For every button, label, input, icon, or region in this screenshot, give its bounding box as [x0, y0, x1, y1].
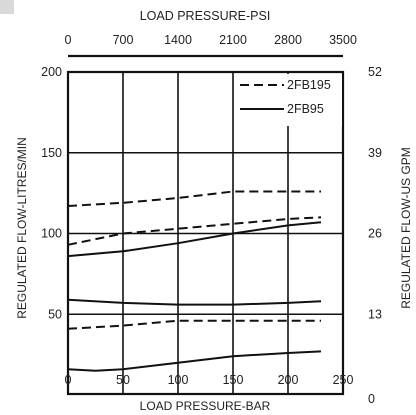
series-line-2fb95-2: [67, 221, 322, 258]
y2-axis-title: REGULATED FLOW-US GPM: [399, 147, 413, 309]
y2-tick-label: 52: [368, 65, 382, 79]
y-axis-title: REGULATED FLOW-LITRES/MIN: [15, 137, 29, 319]
series-line-2fb195-1: [67, 216, 322, 246]
top-tick-label: 2800: [274, 33, 302, 47]
top-tick-label: 0: [65, 33, 72, 47]
legend-background: [238, 74, 342, 126]
corner-tab: [0, 0, 14, 14]
y-tick-label: 150: [41, 146, 62, 160]
top-axis-title: LOAD PRESSURE-PSI: [140, 9, 271, 23]
legend: 2FB195 2FB95: [238, 74, 342, 126]
series-layer: [67, 190, 322, 372]
tick-layer: 0 50 100 150 200 250 0 700 1400 2100 2800 3500 50 100…: [41, 33, 382, 406]
y2-tick-label: 26: [368, 227, 382, 241]
top-tick-label: 3500: [329, 33, 357, 47]
y-tick-label: 200: [41, 65, 62, 79]
y2-tick-label: 13: [368, 307, 382, 321]
x-tick-label: 200: [278, 373, 299, 387]
x-tick-label: 100: [168, 373, 189, 387]
legend-label-2fb195: 2FB195: [287, 78, 331, 92]
series-line-2fb195-0: [67, 190, 321, 207]
x-tick-label: 250: [333, 373, 354, 387]
x-tick-label: 0: [65, 373, 72, 387]
top-tick-label: 2100: [219, 33, 247, 47]
plot-frame: [66, 70, 345, 396]
top-tick-label: 1400: [164, 33, 192, 47]
x-tick-label: 150: [223, 373, 244, 387]
legend-label-2fb95: 2FB95: [287, 102, 324, 116]
x-axis-title: LOAD PRESSURE-BAR: [140, 399, 271, 413]
y2-tick-label: 0: [368, 392, 375, 406]
series-line-2fb195-4: [67, 319, 321, 330]
y2-tick-label: 39: [368, 146, 382, 160]
x-tick-label: 50: [116, 373, 130, 387]
top-tick-label: 700: [113, 33, 134, 47]
y-tick-label: 50: [48, 307, 62, 321]
series-line-2fb95-3: [67, 298, 322, 306]
series-line-2fb95-5: [67, 350, 322, 372]
y-tick-label: 100: [41, 227, 62, 241]
